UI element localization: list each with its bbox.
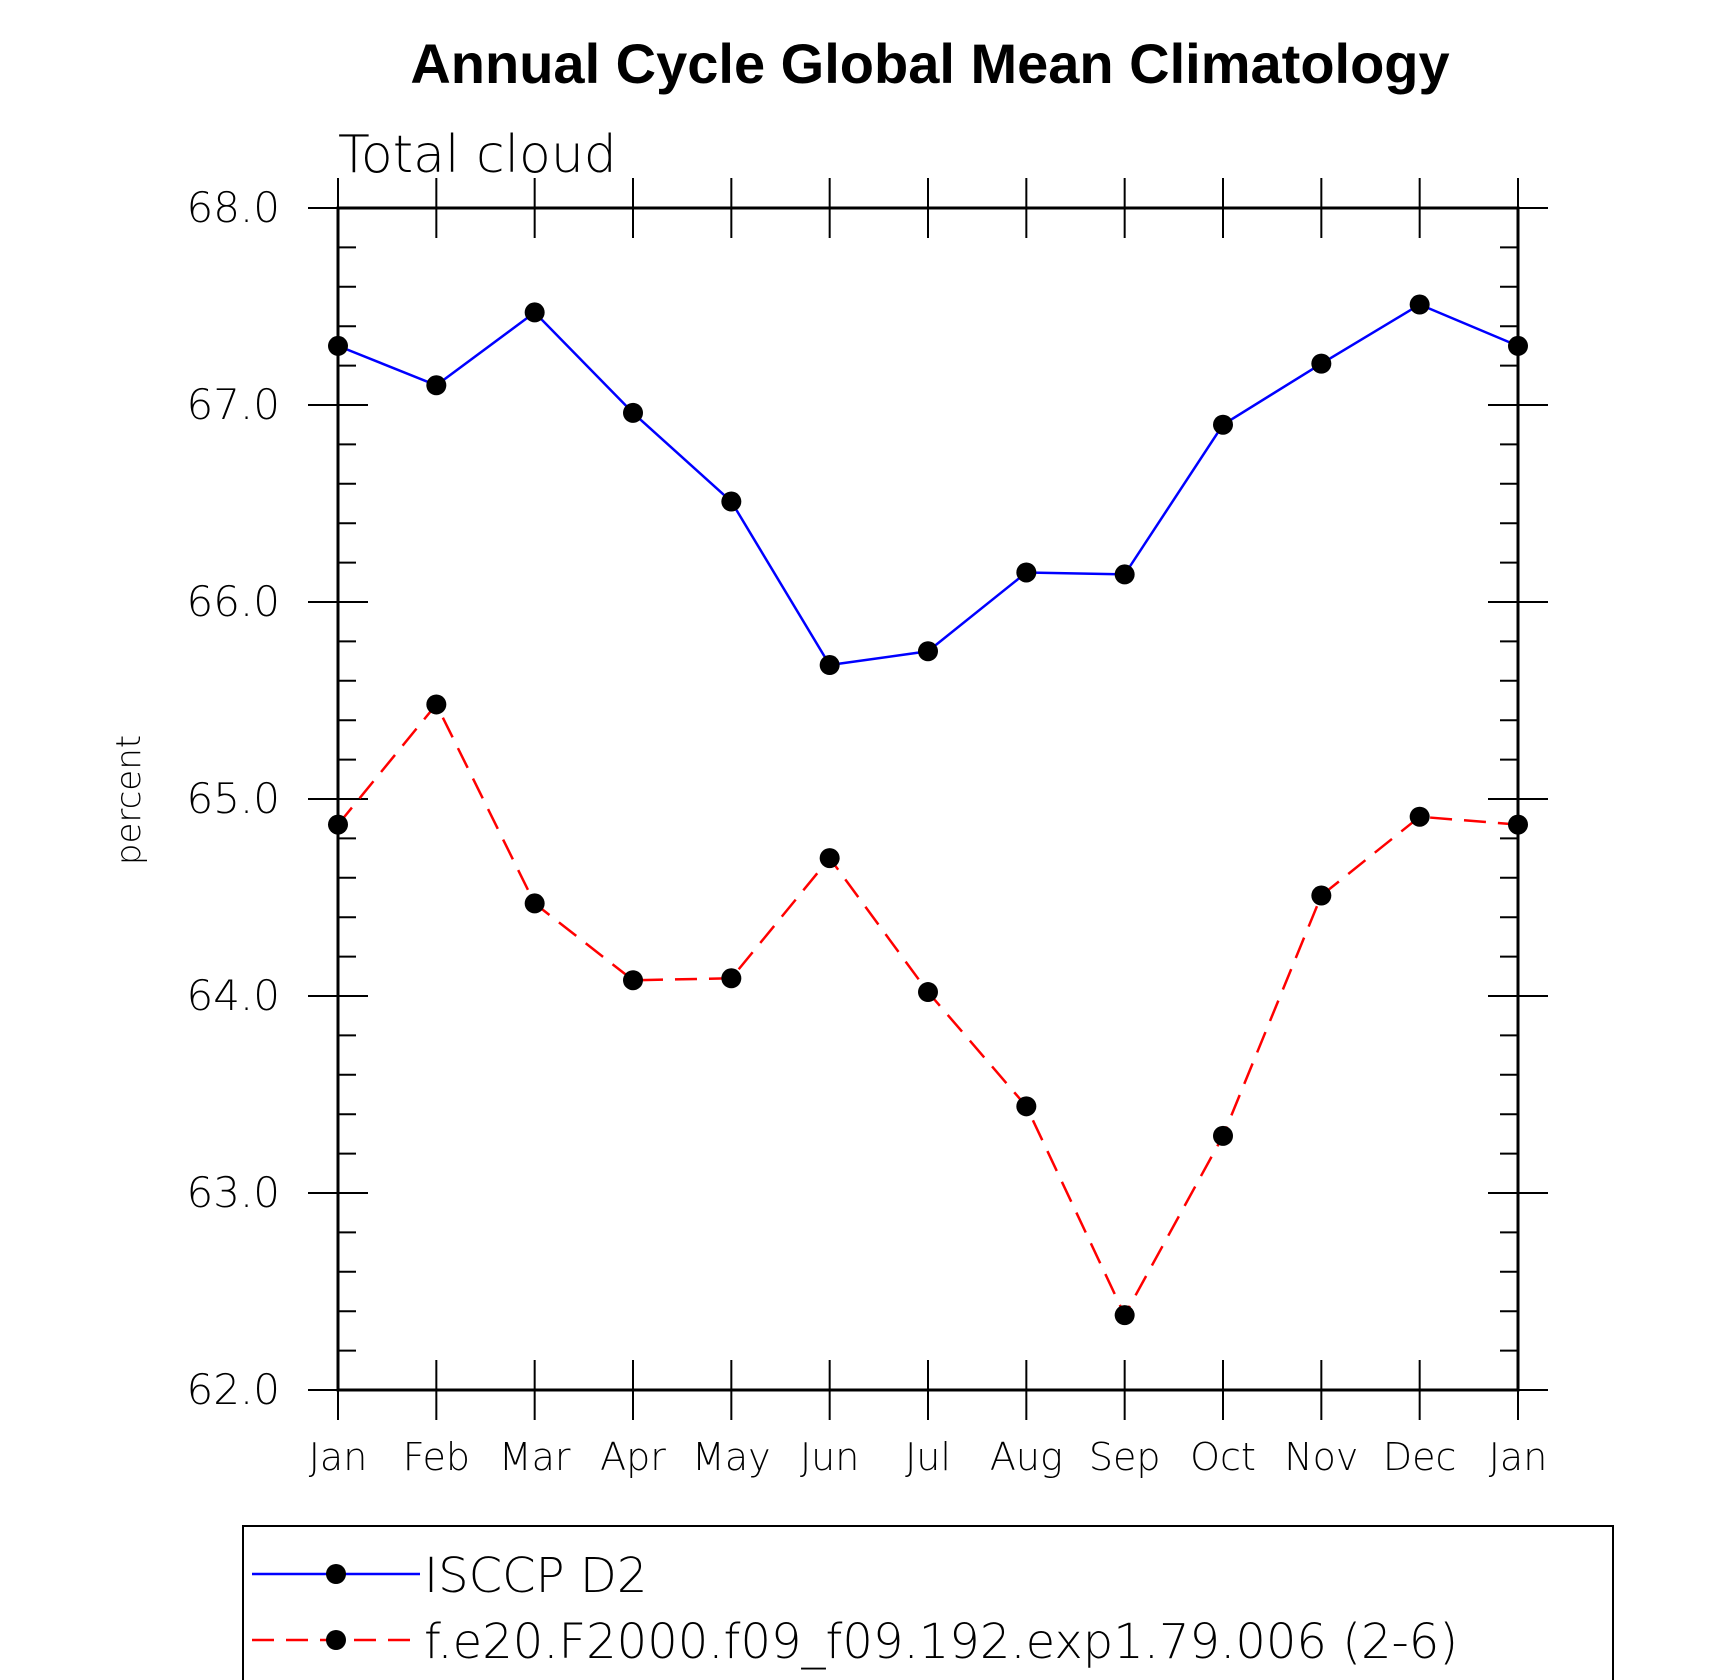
data-point (1409, 806, 1430, 827)
data-point (1508, 814, 1528, 835)
x-tick-label: Mar (499, 1435, 571, 1479)
data-point (1311, 353, 1332, 374)
x-tick-label: Nov (1284, 1435, 1358, 1479)
plot-frame (336, 206, 1520, 1392)
chart-subtitle: Total cloud (338, 125, 617, 185)
legend: ISCCP D2 f.e20.F2000.f09_f09.192.exp1.79.… (242, 1525, 1614, 1680)
data-point (819, 848, 840, 869)
data-point (918, 982, 938, 1003)
legend-marker-2 (326, 1630, 346, 1650)
x-tick-label: Jul (905, 1435, 951, 1479)
series-line-1 (337, 303, 1519, 667)
x-tick-label: Sep (1089, 1435, 1161, 1479)
y-tick-label: 68.0 (186, 183, 280, 232)
y-tick-label: 64.0 (186, 971, 280, 1020)
data-point (1409, 294, 1430, 315)
x-tick-label: Feb (403, 1435, 470, 1479)
data-point (721, 491, 742, 512)
legend-label-2: f.e20.F2000.f09_f09.192.exp1.79.006 (2-6… (424, 1614, 1458, 1670)
legend-label-1: ISCCP D2 (424, 1548, 647, 1604)
x-tick-label: Jan (309, 1435, 368, 1479)
data-point (426, 375, 447, 396)
series-lines (337, 303, 1519, 1318)
data-point (524, 893, 545, 914)
x-tick-label: Jun (800, 1435, 859, 1479)
data-point (426, 694, 447, 715)
x-tick-label: May (692, 1435, 771, 1479)
y-axis-label: percent (109, 735, 149, 865)
data-point (819, 655, 840, 676)
data-point (1016, 562, 1037, 583)
y-tick-labels: 62.0 63.0 64.0 65.0 66.0 67.0 68.0 (186, 183, 280, 1414)
y-tick-label: 65.0 (186, 774, 280, 823)
legend-box (242, 1525, 1614, 1680)
data-point (328, 335, 348, 356)
data-point (1213, 414, 1233, 435)
x-tick-label: Aug (990, 1435, 1063, 1479)
x-tick-label: Dec (1383, 1435, 1457, 1479)
data-point (1016, 1096, 1037, 1117)
y-tick-label: 66.0 (186, 577, 280, 626)
x-tick-label: Jan (1489, 1435, 1548, 1479)
data-point (1114, 564, 1135, 585)
y-tick-label: 62.0 (186, 1365, 280, 1414)
chart-title: Annual Cycle Global Mean Climatology (410, 32, 1449, 95)
data-point (623, 402, 643, 423)
series-points (328, 294, 1528, 1326)
x-tick-label: Oct (1190, 1435, 1256, 1479)
legend-marker-1 (326, 1564, 346, 1584)
data-point (721, 968, 742, 989)
data-point (524, 302, 545, 323)
data-point (1508, 335, 1528, 356)
data-point (1213, 1125, 1233, 1146)
axis-ticks (308, 178, 1548, 1420)
y-tick-label: 67.0 (186, 380, 280, 429)
data-point (623, 970, 643, 991)
y-tick-label: 63.0 (186, 1168, 280, 1217)
data-point (1311, 885, 1332, 906)
data-point (918, 641, 938, 662)
x-tick-label: Apr (600, 1435, 666, 1479)
series-line-2 (337, 702, 1519, 1318)
x-tick-labels: Jan Feb Mar Apr May Jun Jul Aug Sep Oct Nov Dec Jan (309, 1435, 1548, 1479)
data-point (328, 814, 348, 835)
data-point (1114, 1305, 1135, 1326)
